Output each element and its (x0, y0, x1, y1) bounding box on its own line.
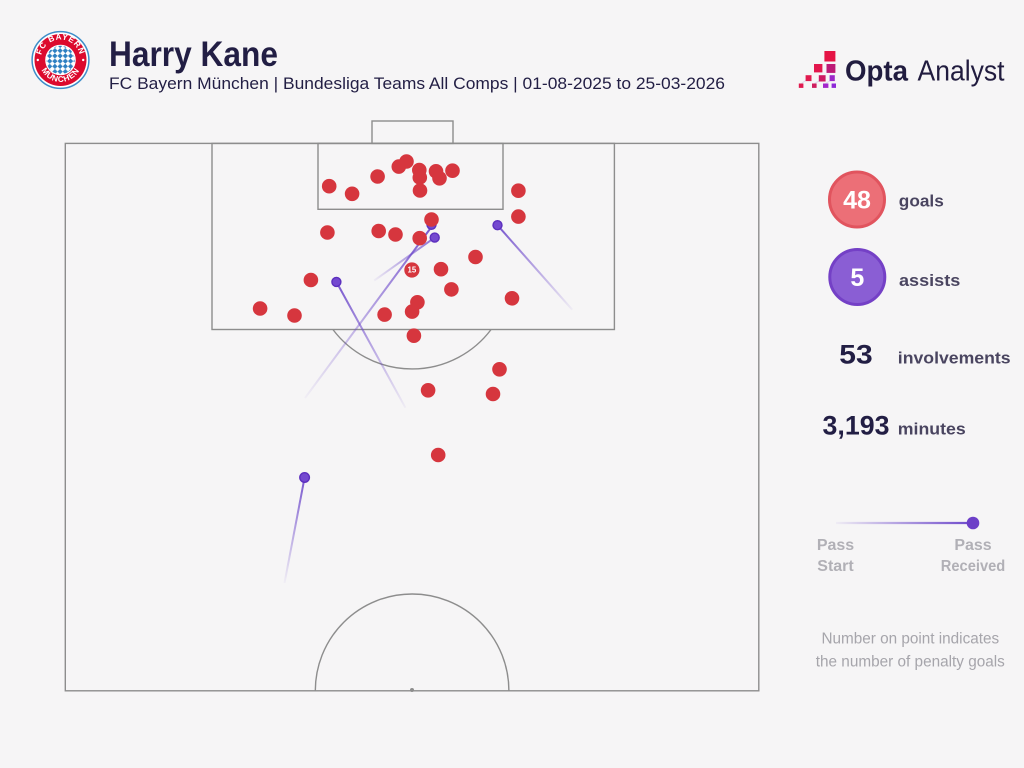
svg-text:3,193: 3,193 (823, 411, 890, 441)
svg-text:Pass: Pass (817, 537, 854, 554)
svg-text:involvements: involvements (898, 348, 1011, 367)
svg-text:the number of penalty goals: the number of penalty goals (816, 653, 1005, 670)
svg-text:Number on point indicates: Number on point indicates (821, 631, 999, 648)
svg-text:FC Bayern München | Bundesliga: FC Bayern München | Bundesliga Teams All… (109, 75, 725, 93)
svg-text:Analyst: Analyst (918, 56, 1005, 88)
svg-text:goals: goals (899, 192, 944, 211)
svg-text:53: 53 (839, 339, 872, 369)
svg-text:minutes: minutes (898, 420, 966, 439)
svg-text:Opta: Opta (845, 56, 909, 88)
svg-text:5: 5 (850, 264, 864, 292)
svg-text:Received: Received (941, 558, 1006, 575)
svg-text:Pass: Pass (954, 537, 991, 554)
svg-text:48: 48 (843, 187, 871, 215)
svg-text:assists: assists (899, 271, 960, 290)
svg-text:Start: Start (817, 558, 854, 575)
svg-text:15: 15 (408, 266, 417, 275)
svg-text:Harry Kane: Harry Kane (109, 35, 278, 74)
